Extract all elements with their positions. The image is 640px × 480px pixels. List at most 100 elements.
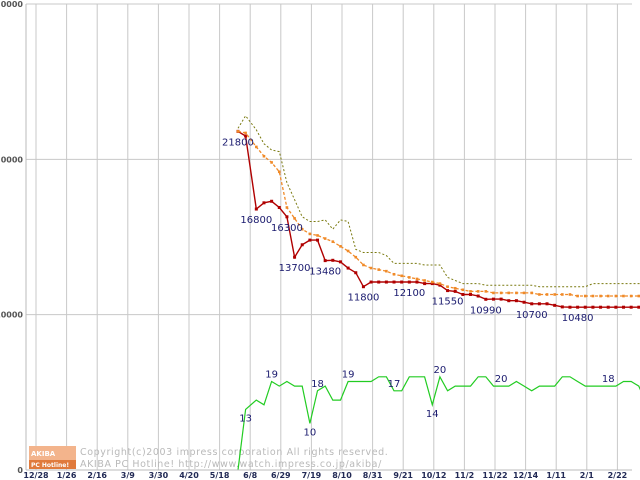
min-price-point bbox=[629, 305, 633, 309]
data-label: 14 bbox=[426, 409, 439, 420]
avg-price-point bbox=[614, 294, 618, 298]
min-price-point bbox=[606, 305, 610, 309]
x-tick-label: 6/29 bbox=[271, 471, 291, 480]
x-tick-label: 5/18 bbox=[210, 471, 230, 480]
x-tick-label: 8/10 bbox=[332, 471, 352, 480]
min-price-point bbox=[270, 199, 274, 203]
x-tick-label: 1/11 bbox=[546, 471, 566, 480]
avg-price-point bbox=[293, 217, 296, 220]
min-price-point bbox=[361, 285, 365, 289]
avg-price-point bbox=[285, 206, 289, 209]
avg-price-point bbox=[476, 290, 480, 293]
min-price-point bbox=[614, 305, 618, 309]
avg-price-line bbox=[237, 130, 640, 297]
avg-price-point bbox=[415, 277, 419, 281]
min-price-point bbox=[469, 292, 473, 296]
avg-price-point bbox=[385, 269, 388, 273]
data-label: 10 bbox=[304, 427, 317, 438]
min-price-point bbox=[331, 258, 335, 262]
shop-count-line bbox=[237, 375, 640, 471]
avg-price-point bbox=[499, 291, 503, 295]
avg-price-point bbox=[392, 272, 396, 276]
y-tick-label: 10000 bbox=[0, 311, 23, 320]
avg-price-point bbox=[492, 291, 495, 295]
avg-price-point bbox=[622, 294, 625, 298]
min-price-point bbox=[507, 299, 511, 303]
data-label: 10700 bbox=[516, 310, 548, 321]
copyright-text: Copyright(c)2003 impress corporation All… bbox=[80, 447, 388, 458]
min-price-point bbox=[599, 305, 603, 309]
data-label: 10990 bbox=[470, 305, 502, 316]
data-label: 18 bbox=[602, 374, 615, 385]
avg-price-point bbox=[599, 294, 602, 298]
avg-price-point bbox=[362, 263, 365, 267]
avg-price-point bbox=[469, 290, 472, 293]
data-label: 13700 bbox=[279, 263, 311, 274]
min-price-point bbox=[430, 282, 434, 286]
min-price-point bbox=[514, 299, 518, 303]
data-label: 13 bbox=[239, 413, 252, 424]
min-price-point bbox=[277, 205, 281, 209]
data-label: 10480 bbox=[562, 313, 594, 324]
min-price-point bbox=[446, 289, 450, 293]
min-price-point bbox=[576, 305, 580, 309]
avg-price-point bbox=[316, 234, 319, 237]
avg-price-point bbox=[262, 154, 266, 158]
min-price-point bbox=[369, 280, 373, 284]
x-tick-label: 6/8 bbox=[243, 471, 257, 480]
min-price-point bbox=[323, 259, 327, 263]
x-tick-label: 2/16 bbox=[87, 471, 107, 480]
x-tick-label: 12/28 bbox=[23, 471, 49, 480]
min-price-point bbox=[568, 305, 572, 309]
data-label: 19 bbox=[342, 369, 355, 380]
min-price-point bbox=[400, 280, 404, 284]
y-tick-label: 20000 bbox=[0, 155, 23, 164]
avg-price-point bbox=[591, 294, 595, 298]
min-price-point bbox=[553, 303, 557, 307]
avg-price-point bbox=[568, 293, 572, 296]
avg-price-point bbox=[423, 279, 426, 282]
avg-price-point bbox=[270, 161, 273, 164]
avg-price-point bbox=[369, 266, 373, 270]
min-price-point bbox=[560, 305, 564, 309]
min-price-point bbox=[637, 305, 640, 309]
data-label: 17 bbox=[388, 379, 401, 390]
avg-price-point bbox=[236, 130, 240, 133]
min-price-point bbox=[407, 280, 411, 284]
data-label: 19 bbox=[265, 369, 278, 380]
min-price-point bbox=[461, 292, 465, 296]
min-price-point bbox=[338, 260, 342, 264]
x-tick-label: 2/22 bbox=[608, 471, 628, 480]
data-label: 16300 bbox=[271, 223, 303, 234]
min-price-point bbox=[384, 280, 388, 284]
avg-price-point bbox=[323, 237, 327, 240]
x-tick-label: 3/30 bbox=[149, 471, 169, 480]
data-label: 20 bbox=[434, 365, 447, 376]
avg-price-point bbox=[629, 294, 633, 298]
min-price-point bbox=[453, 289, 457, 293]
x-axis-ticks: 12/28 1/26 2/16 3/9 3/30 4/20 5/18 6/8 6/29 7/19 8… bbox=[23, 471, 628, 480]
min-price-point bbox=[392, 280, 396, 284]
avg-price-point bbox=[553, 293, 556, 296]
min-price-point bbox=[438, 283, 442, 287]
min-price-point bbox=[415, 280, 419, 284]
avg-price-point bbox=[453, 286, 457, 290]
avg-price-point bbox=[530, 291, 534, 295]
min-price-point bbox=[377, 280, 381, 284]
min-price-point bbox=[537, 302, 541, 306]
axes bbox=[25, 4, 632, 471]
avg-price-point bbox=[522, 291, 526, 295]
y-tick-label: 30000 bbox=[0, 0, 23, 9]
avg-price-point bbox=[583, 294, 587, 298]
data-label: 21800 bbox=[222, 137, 254, 148]
avg-price-point bbox=[339, 245, 342, 248]
avg-price-point bbox=[606, 294, 610, 298]
y-tick-label: 0 bbox=[17, 466, 23, 475]
avg-price-point bbox=[331, 240, 335, 243]
avg-price-point bbox=[561, 293, 564, 296]
min-price-point bbox=[262, 201, 266, 205]
avg-price-point bbox=[576, 294, 579, 298]
